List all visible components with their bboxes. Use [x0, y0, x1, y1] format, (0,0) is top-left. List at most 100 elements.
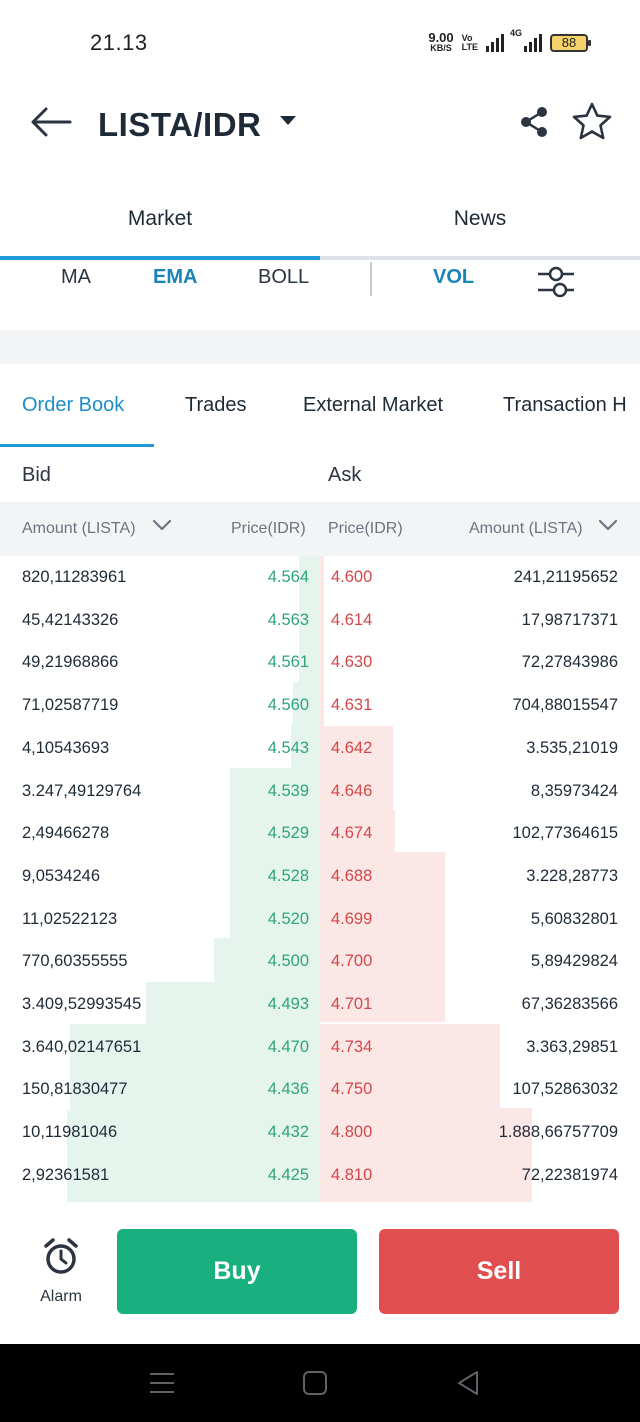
bid-amount: 45,42143326 [22, 610, 119, 629]
volte-top: Vo [461, 33, 473, 43]
indicator-bar: MA EMA BOLL VOL [0, 260, 640, 304]
order-book-row[interactable]: 3.640,02147651 4.470 4.734 3.363,29851 [0, 1026, 640, 1069]
order-book-row[interactable]: 10,11981046 4.432 4.800 1.888,66757709 [0, 1111, 640, 1154]
bid-depth-bar [293, 682, 320, 724]
volte-icon: Vo LTE [462, 34, 478, 52]
network-type: 4G [510, 28, 523, 38]
tab-transaction-history[interactable]: Transaction H [503, 394, 627, 416]
ask-label: Ask [328, 464, 362, 486]
chevron-down-icon[interactable] [152, 518, 172, 532]
order-book-row[interactable]: 770,60355555 4.500 4.700 5,89429824 [0, 940, 640, 983]
bid-depth-bar [146, 982, 320, 1024]
bid-price: 4.500 [267, 952, 309, 971]
sell-button[interactable]: Sell [379, 1229, 619, 1314]
ask-amount: 8,35973424 [530, 781, 618, 800]
order-book-row[interactable]: 150,81830477 4.436 4.750 107,52863032 [0, 1068, 640, 1111]
bid-amount: 3.409,52993545 [22, 995, 142, 1013]
indicator-boll[interactable]: BOLL [258, 266, 310, 288]
bid-price: 4.470 [267, 1037, 309, 1056]
pair-dropdown-icon[interactable] [280, 116, 296, 125]
ask-amount: 1.888,66757709 [498, 1123, 618, 1142]
bid-amount: 4,10543693 [22, 738, 110, 757]
bid-depth-bar [67, 1110, 320, 1202]
ask-depth-bar [320, 852, 445, 1022]
order-book-row[interactable]: 820,11283961 4.564 4.600 241,21195652 [0, 556, 640, 599]
bid-amount: 49,21968866 [22, 653, 119, 672]
tab-divider [320, 256, 640, 260]
bid-depth-bar [230, 768, 320, 938]
volte-bottom: LTE [461, 42, 478, 52]
ask-price: 4.630 [331, 653, 373, 672]
back-arrow-icon [31, 107, 72, 137]
bid-amount: 2,49466278 [22, 824, 110, 843]
network-speed-value: 9.00 [428, 30, 454, 45]
ask-price: 4.800 [331, 1123, 373, 1142]
share-button[interactable] [516, 104, 552, 140]
order-book-row[interactable]: 3.409,52993545 4.493 4.701 67,36283566 [0, 983, 640, 1026]
bid-price: 4.560 [267, 696, 309, 715]
back-button[interactable] [28, 102, 74, 142]
active-subtab-indicator [0, 444, 154, 447]
menu-icon[interactable] [149, 1371, 175, 1395]
ask-price-header: Price(IDR) [328, 520, 403, 537]
battery-icon: 88 [550, 34, 591, 52]
tab-trades[interactable]: Trades [185, 394, 247, 416]
order-book-row[interactable]: 9,0534246 4.528 4.688 3.228,28773 [0, 855, 640, 898]
ask-price: 4.642 [331, 738, 373, 757]
ask-amount: 241,21195652 [513, 568, 618, 586]
ask-amount: 17,98717371 [521, 610, 618, 629]
order-book-row[interactable]: 3.247,49129764 4.539 4.646 8,35973424 [0, 770, 640, 813]
bid-amount: 9,0534246 [22, 866, 100, 885]
alarm-label: Alarm [40, 1288, 82, 1305]
home-icon[interactable] [302, 1370, 328, 1396]
pair-title[interactable]: LISTA/IDR [98, 106, 262, 143]
bid-label: Bid [22, 464, 51, 486]
tab-order-book[interactable]: Order Book [22, 394, 125, 416]
bid-price: 4.563 [267, 610, 309, 629]
sliders-icon [538, 266, 574, 298]
main-tabs: Market News [0, 186, 640, 260]
ask-price: 4.750 [331, 1080, 373, 1099]
favorite-button[interactable] [570, 100, 614, 144]
bid-amount: 820,11283961 [22, 568, 127, 586]
ask-price: 4.699 [331, 909, 373, 928]
bid-price: 4.425 [267, 1165, 309, 1184]
header: LISTA/IDR [0, 86, 640, 166]
tab-external-market[interactable]: External Market [303, 394, 444, 416]
tab-market[interactable]: Market [127, 207, 193, 230]
bid-amount: 2,92361581 [22, 1165, 110, 1184]
bid-price: 4.529 [267, 824, 309, 843]
order-book-row[interactable]: 11,02522123 4.520 4.699 5,60832801 [0, 898, 640, 941]
indicator-divider [370, 262, 372, 296]
ask-depth-bar [320, 556, 324, 726]
order-book-row[interactable]: 4,10543693 4.543 4.642 3.535,21019 [0, 727, 640, 770]
chevron-down-icon[interactable] [598, 518, 618, 532]
order-book-row[interactable]: 2,49466278 4.529 4.674 102,77364615 [0, 812, 640, 855]
order-book-row[interactable]: 2,92361581 4.425 4.810 72,22381974 [0, 1154, 640, 1197]
book-tabs: Order Book Trades External Market Transa… [0, 384, 640, 448]
order-book-row[interactable]: 49,21968866 4.561 4.630 72,27843986 [0, 641, 640, 684]
bid-depth-bar [214, 938, 320, 982]
indicator-ema[interactable]: EMA [153, 266, 198, 288]
bid-depth-bar [299, 556, 320, 682]
order-book-row[interactable]: 45,42143326 4.563 4.614 17,98717371 [0, 599, 640, 642]
ask-depth-bar [320, 726, 393, 810]
indicator-ma[interactable]: MA [61, 266, 91, 288]
indicator-settings-button[interactable] [536, 264, 576, 300]
alarm-clock-icon [44, 1238, 78, 1274]
alarm-button[interactable]: Alarm [30, 1238, 92, 1308]
share-icon [521, 107, 547, 137]
ask-price: 4.688 [331, 866, 373, 885]
ask-amount: 704,88015547 [512, 696, 618, 715]
ask-amount-header[interactable]: Amount (LISTA) [469, 520, 583, 537]
bid-amount-header[interactable]: Amount (LISTA) [22, 520, 136, 537]
ask-price: 4.646 [331, 781, 373, 800]
back-nav-icon[interactable] [456, 1370, 480, 1396]
tab-news[interactable]: News [453, 207, 507, 230]
indicator-vol[interactable]: VOL [433, 266, 475, 288]
action-bar: Alarm Buy Sell [0, 1214, 640, 1334]
order-book-row[interactable]: 71,02587719 4.560 4.631 704,88015547 [0, 684, 640, 727]
battery-level: 88 [561, 35, 577, 50]
ask-amount: 3.228,28773 [526, 866, 618, 885]
buy-button[interactable]: Buy [117, 1229, 357, 1314]
